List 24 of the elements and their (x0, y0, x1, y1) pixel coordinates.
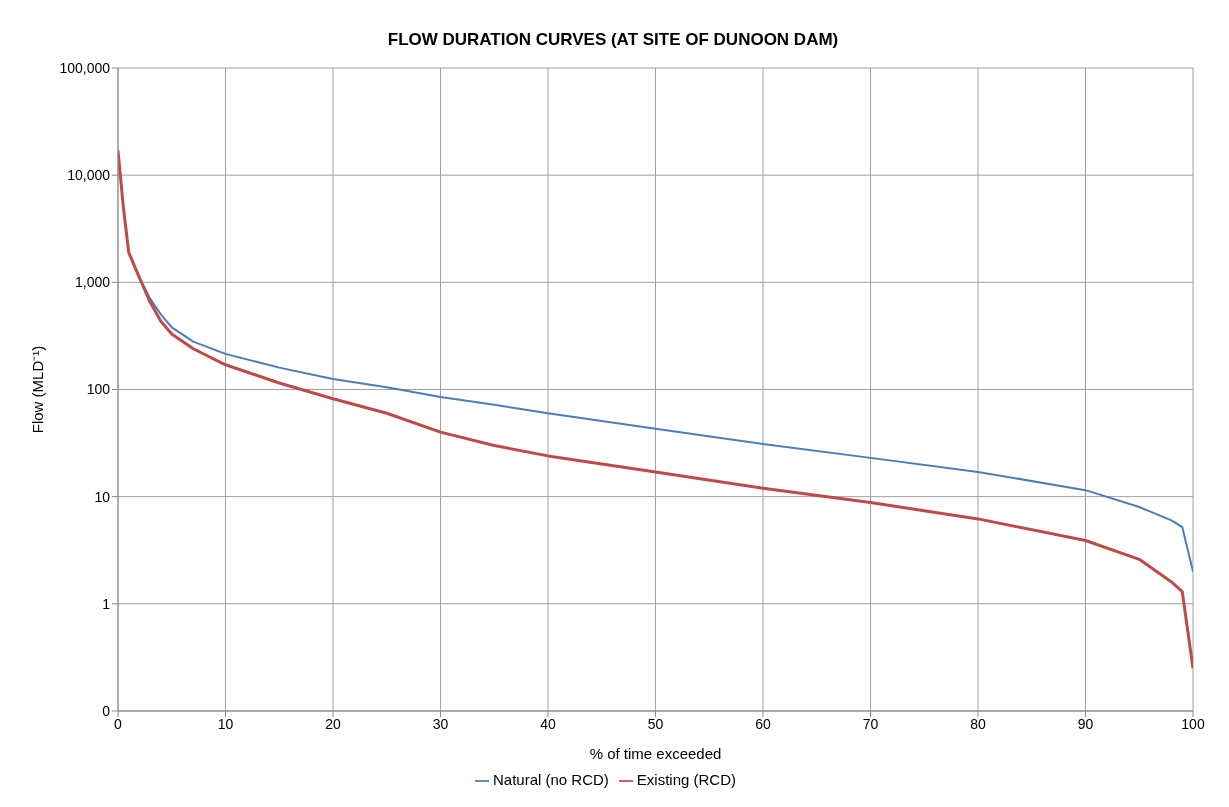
x-tick-label: 70 (862, 715, 879, 732)
y-tick-label: 1 (102, 595, 111, 612)
x-tick-label: 0 (114, 715, 123, 732)
y-tick-label: 100,000 (59, 59, 111, 76)
legend-label: Existing (RCD) (636, 770, 737, 788)
x-tick-label: 90 (1077, 715, 1094, 732)
x-tick-label: 100 (1181, 715, 1205, 732)
x-tick-label: 10 (217, 715, 234, 732)
chart-title: FLOW DURATION CURVES (AT SITE OF DUNOON DAM) (386, 29, 840, 51)
x-tick-label: 30 (432, 715, 449, 732)
x-tick-label: 20 (325, 715, 341, 732)
line-series (118, 148, 1193, 670)
y-tick-label: 10,000 (67, 167, 111, 184)
x-tick-label: 80 (970, 715, 986, 732)
x-tick-label: 50 (647, 715, 664, 732)
legend-label: Natural (no RCD) (492, 770, 609, 788)
x-axis-title: % of time exceeded (589, 744, 722, 762)
y-tick-label: 100 (86, 381, 111, 398)
y-tick-label: 0 (102, 702, 111, 719)
x-tick-label: 40 (540, 715, 556, 732)
y-tick-label: 10 (94, 488, 111, 505)
y-tick-label: 1,000 (74, 274, 111, 291)
x-tick-label: 60 (755, 715, 771, 732)
y-axis-title: Flow (MLD⁻¹) (29, 345, 47, 434)
